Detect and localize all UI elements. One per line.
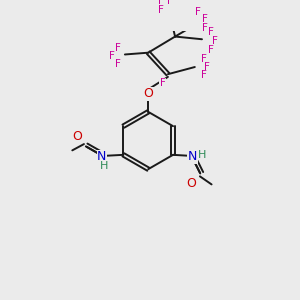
Text: F: F bbox=[212, 36, 218, 46]
Text: F: F bbox=[201, 54, 207, 64]
Text: N: N bbox=[188, 150, 197, 163]
Text: H: H bbox=[100, 161, 108, 172]
Text: F: F bbox=[196, 8, 201, 17]
Text: O: O bbox=[73, 130, 82, 142]
Text: O: O bbox=[143, 87, 153, 101]
Text: F: F bbox=[158, 0, 164, 6]
Text: F: F bbox=[115, 59, 121, 69]
Text: F: F bbox=[202, 22, 208, 33]
Text: H: H bbox=[197, 150, 206, 160]
Text: F: F bbox=[110, 51, 115, 61]
Text: F: F bbox=[203, 62, 209, 72]
Text: F: F bbox=[158, 5, 164, 15]
Text: F: F bbox=[160, 78, 166, 88]
Text: F: F bbox=[202, 14, 208, 24]
Text: F: F bbox=[208, 45, 214, 55]
Text: F: F bbox=[201, 70, 207, 80]
Text: O: O bbox=[186, 177, 196, 190]
Text: F: F bbox=[167, 0, 173, 6]
Text: N: N bbox=[97, 150, 106, 163]
Text: F: F bbox=[208, 27, 214, 37]
Text: F: F bbox=[115, 43, 121, 53]
